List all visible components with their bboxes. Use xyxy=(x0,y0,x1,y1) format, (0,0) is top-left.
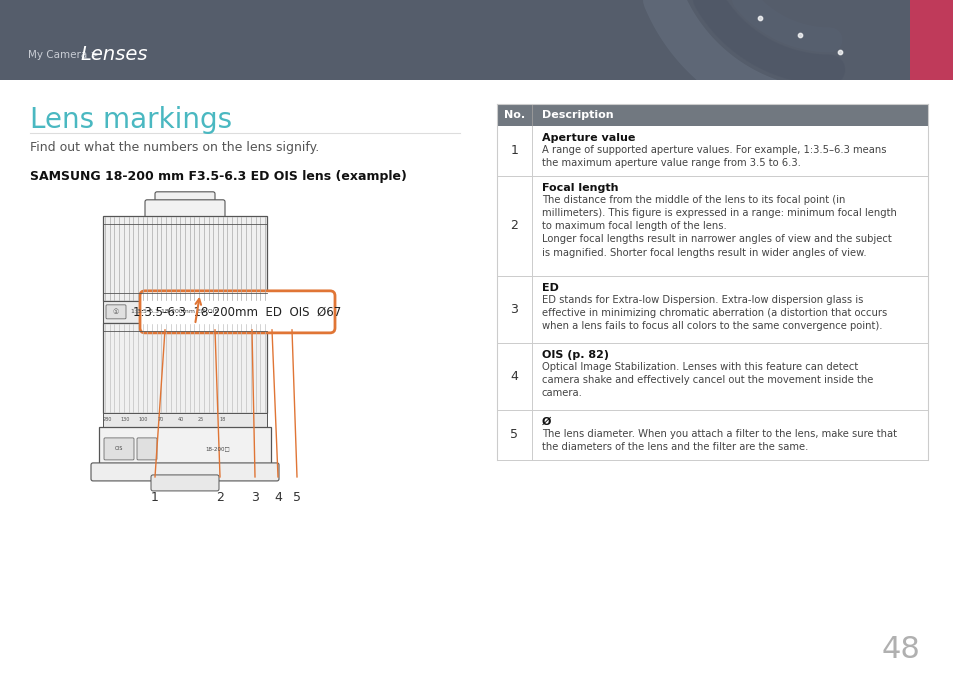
Text: 1: 1 xyxy=(151,491,159,504)
Text: Lens markings: Lens markings xyxy=(30,105,232,134)
Text: OIS (p. 82): OIS (p. 82) xyxy=(541,350,608,360)
Text: Ø: Ø xyxy=(541,417,551,427)
FancyBboxPatch shape xyxy=(103,413,267,427)
Text: OIS: OIS xyxy=(114,446,123,452)
FancyBboxPatch shape xyxy=(103,216,267,301)
Text: No.: No. xyxy=(503,110,524,120)
Text: 2: 2 xyxy=(510,219,517,233)
Text: Optical Image Stabilization. Lenses with this feature can detect
camera shake an: Optical Image Stabilization. Lenses with… xyxy=(541,362,872,398)
FancyBboxPatch shape xyxy=(151,475,219,491)
Text: ①: ① xyxy=(112,309,119,315)
FancyBboxPatch shape xyxy=(103,323,267,413)
Text: Aperture value: Aperture value xyxy=(541,132,635,143)
Text: 70: 70 xyxy=(157,417,164,422)
Text: 130: 130 xyxy=(120,417,130,422)
Text: Focal length: Focal length xyxy=(541,183,618,193)
Text: 40: 40 xyxy=(177,417,184,422)
Text: 18-200□: 18-200□ xyxy=(205,446,230,452)
FancyBboxPatch shape xyxy=(154,192,214,206)
FancyBboxPatch shape xyxy=(497,276,927,343)
Text: 100: 100 xyxy=(138,417,148,422)
Text: SAMSUNG 18-200 mm F3.5-6.3 ED OIS lens (example): SAMSUNG 18-200 mm F3.5-6.3 ED OIS lens (… xyxy=(30,170,406,183)
Text: 1:3.5-6.3  18-200mm  ED  OIS  Ø67: 1:3.5-6.3 18-200mm ED OIS Ø67 xyxy=(133,306,341,318)
Point xyxy=(792,30,807,41)
Point xyxy=(832,47,847,57)
Text: 5: 5 xyxy=(510,429,518,441)
FancyBboxPatch shape xyxy=(0,0,953,80)
FancyBboxPatch shape xyxy=(497,343,927,410)
FancyBboxPatch shape xyxy=(137,438,157,460)
FancyBboxPatch shape xyxy=(909,0,953,80)
Text: ED stands for Extra-low Dispersion. Extra-low dispersion glass is
effective in m: ED stands for Extra-low Dispersion. Extr… xyxy=(541,295,886,331)
FancyBboxPatch shape xyxy=(497,104,927,126)
FancyBboxPatch shape xyxy=(106,305,126,319)
Text: ED: ED xyxy=(541,283,558,293)
Text: The distance from the middle of the lens to its focal point (in
millimeters). Th: The distance from the middle of the lens… xyxy=(541,195,896,258)
Text: 48: 48 xyxy=(881,635,919,664)
Text: 1:3.5-6.3 18-200mm ED OIS: 1:3.5-6.3 18-200mm ED OIS xyxy=(131,310,218,314)
FancyBboxPatch shape xyxy=(497,126,927,176)
FancyBboxPatch shape xyxy=(104,438,133,460)
Text: 280: 280 xyxy=(102,417,112,422)
FancyBboxPatch shape xyxy=(99,427,271,467)
Text: Description: Description xyxy=(541,110,613,120)
FancyBboxPatch shape xyxy=(91,463,278,481)
Text: 1: 1 xyxy=(510,144,517,158)
Text: 25: 25 xyxy=(197,417,204,422)
Text: The lens diameter. When you attach a filter to the lens, make sure that
the diam: The lens diameter. When you attach a fil… xyxy=(541,429,896,452)
FancyBboxPatch shape xyxy=(145,200,225,218)
Text: 3: 3 xyxy=(510,303,517,316)
Text: 2: 2 xyxy=(215,491,224,504)
Point xyxy=(752,13,767,24)
FancyBboxPatch shape xyxy=(103,301,267,323)
Text: 3: 3 xyxy=(251,491,258,504)
Text: Find out what the numbers on the lens signify.: Find out what the numbers on the lens si… xyxy=(30,141,319,154)
Text: 5: 5 xyxy=(293,491,301,504)
Text: 4: 4 xyxy=(510,370,517,383)
Text: Lenses: Lenses xyxy=(80,45,148,64)
FancyBboxPatch shape xyxy=(140,291,335,333)
Text: My Camera >: My Camera > xyxy=(28,50,102,60)
Text: 4: 4 xyxy=(274,491,282,504)
Text: 18: 18 xyxy=(219,417,226,422)
FancyBboxPatch shape xyxy=(497,410,927,460)
FancyBboxPatch shape xyxy=(497,176,927,276)
Text: A range of supported aperture values. For example, 1:3.5–6.3 means
the maximum a: A range of supported aperture values. Fo… xyxy=(541,145,885,168)
